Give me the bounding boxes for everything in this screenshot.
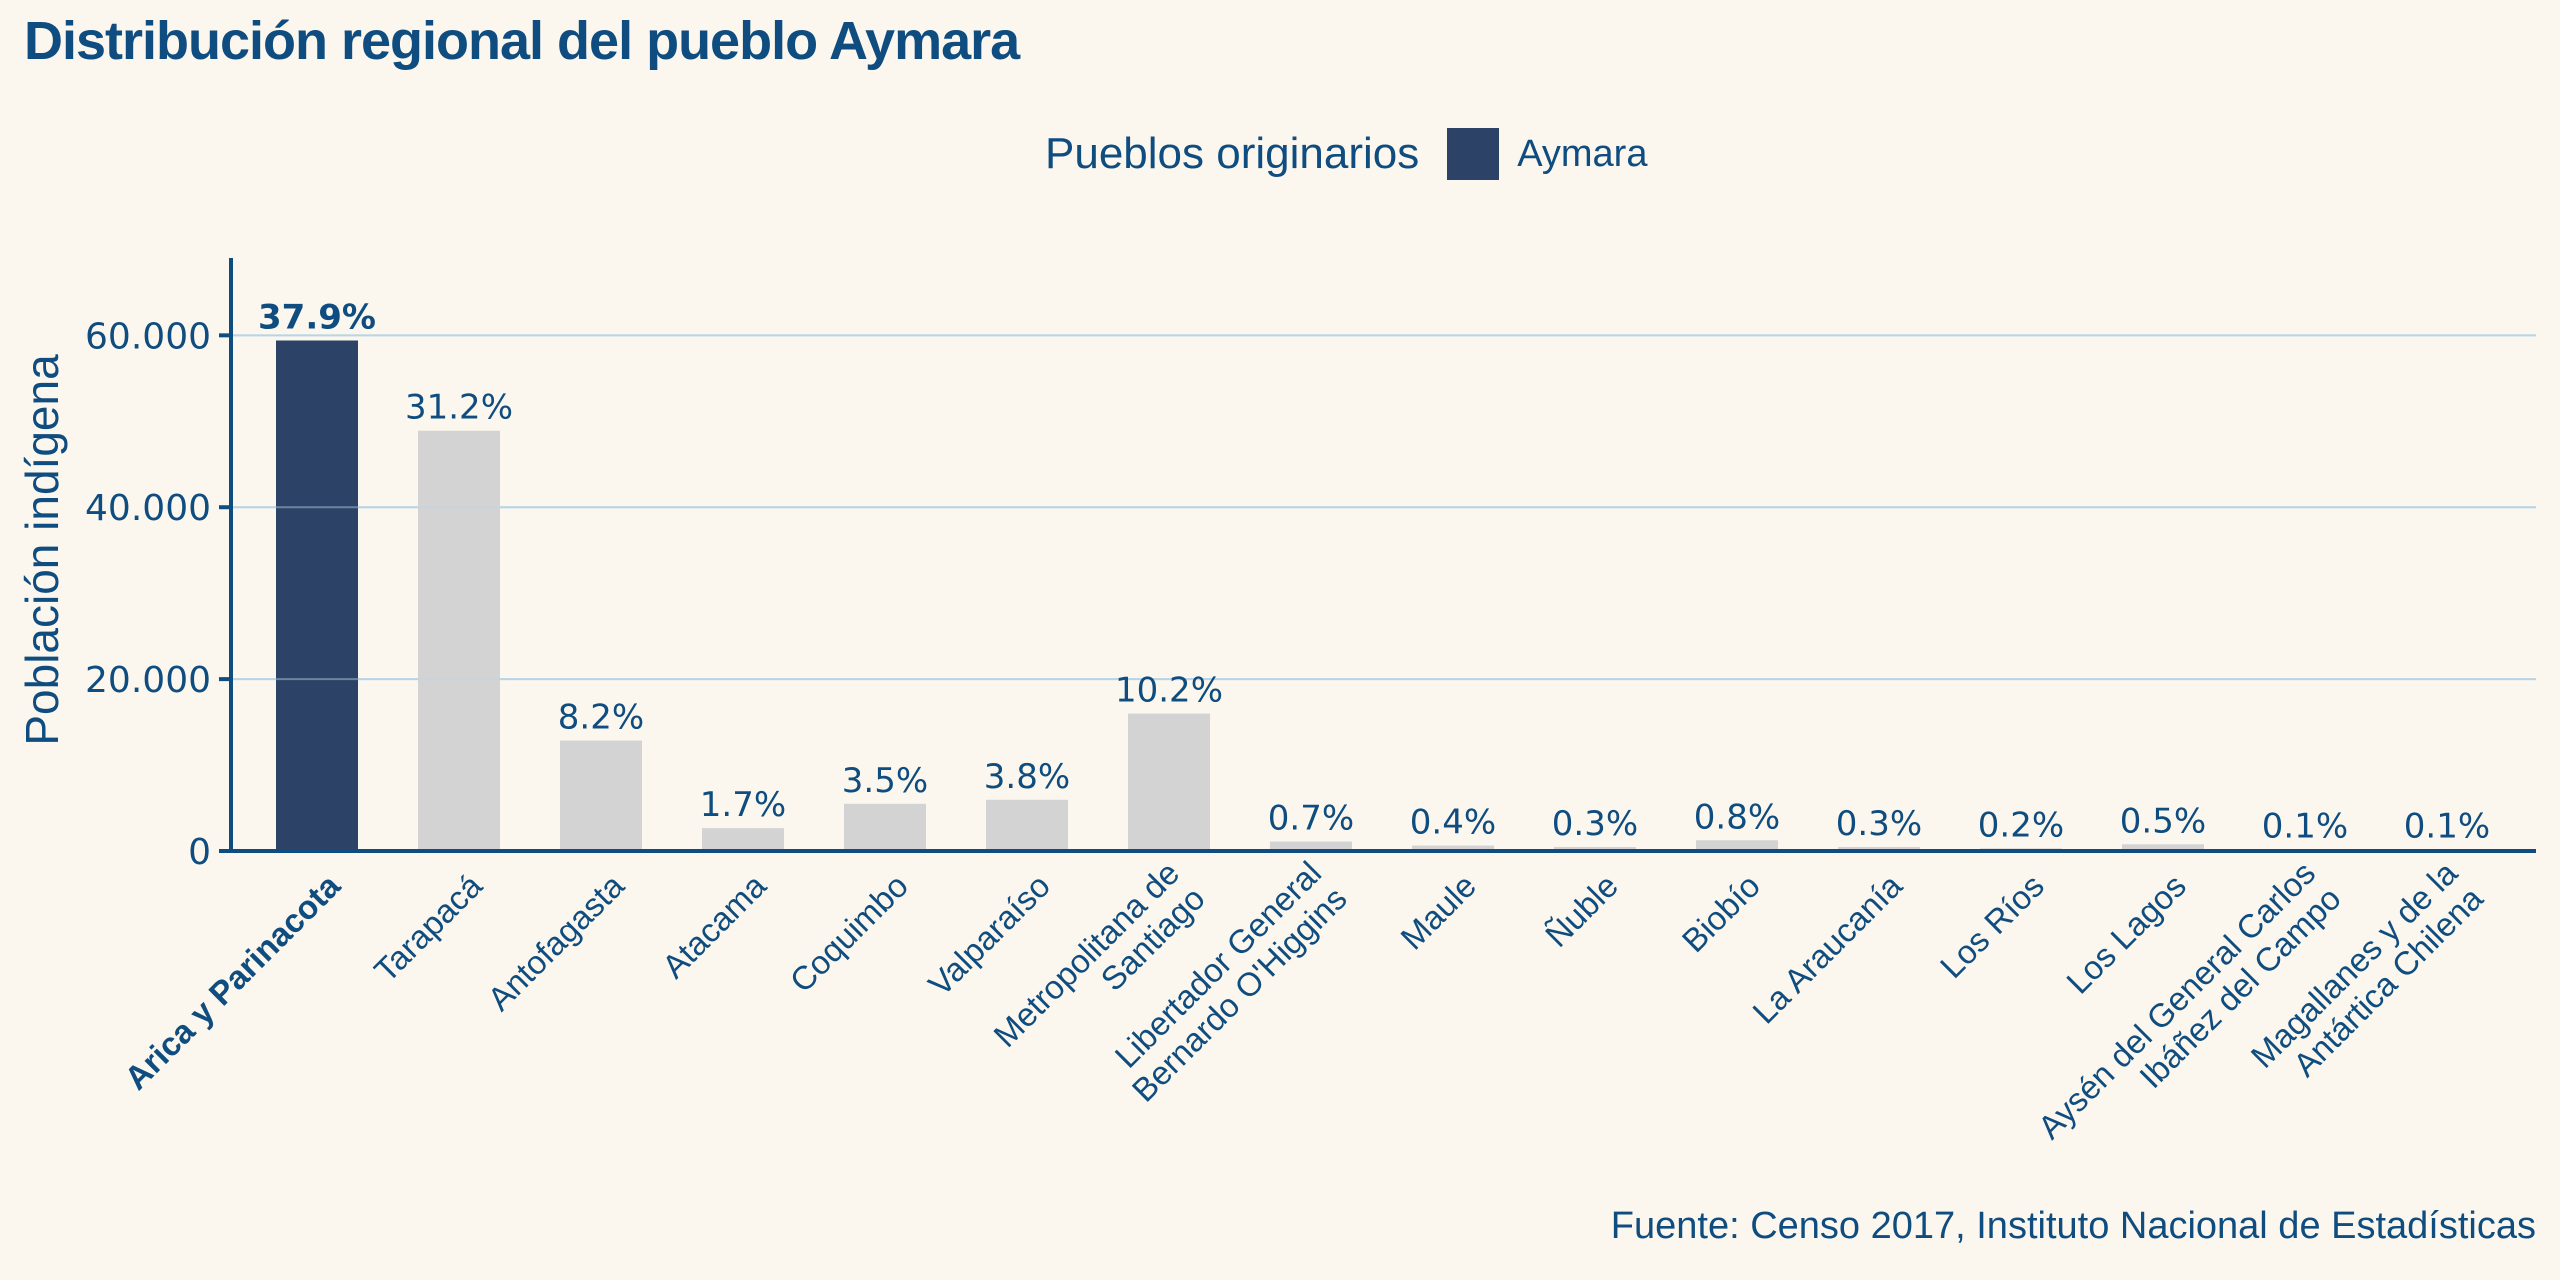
bar-data-label: 10.2% — [1115, 671, 1223, 711]
x-tick-label: Antofagasta — [480, 866, 631, 1017]
bar-los-lagos — [2122, 844, 2204, 851]
bar-data-label: 0.7% — [1268, 799, 1354, 839]
x-tick-label: Los Ríos — [1933, 867, 2051, 985]
axes — [229, 258, 2536, 853]
bar-antofagasta — [560, 740, 642, 851]
legend-title: Pueblos originarios — [1045, 129, 1420, 178]
x-tick-label: Ñuble — [1538, 867, 1625, 954]
bar-data-labels: 37.9% 31.2% 8.2% 1.7% 3.5% 3.8% 10.2% 0.7% 0.4% 0… — [258, 298, 2490, 847]
x-tick-label-line: Tarapacá — [367, 866, 490, 989]
bar-ñuble — [1554, 846, 1636, 851]
bar-data-label: 0.3% — [1836, 804, 1922, 844]
y-tick-label: 40.000 — [85, 488, 211, 529]
y-axis-title: Población indígena — [16, 354, 68, 746]
y-tick-label: 20.000 — [85, 660, 211, 701]
bar-valparaíso — [986, 799, 1068, 851]
bar-data-label: 31.2% — [405, 388, 513, 428]
bar-biobío — [1696, 840, 1778, 851]
bars — [276, 340, 2488, 851]
bar-coquimbo — [844, 803, 926, 851]
bar-maule — [1412, 845, 1494, 851]
x-tick-label: Biobío — [1675, 867, 1767, 959]
x-tick-label: Arica y Parinacota — [117, 866, 347, 1096]
gridlines-overlay — [231, 334, 2536, 681]
bar-arica-y-parinacota — [276, 340, 358, 851]
x-tick-label: La Araucanía — [1745, 866, 1909, 1030]
x-tick-label-line: Los Ríos — [1933, 867, 2051, 985]
x-tick-label-line: Atacama — [655, 866, 774, 985]
y-ticks: 0 20.000 40.000 60.000 — [85, 316, 231, 873]
x-tick-label: Maule — [1393, 867, 1483, 957]
gridlines — [231, 334, 2536, 681]
x-tick-label-line: La Araucanía — [1745, 866, 1909, 1030]
bar-la-araucanía — [1838, 846, 1920, 851]
y-tick-label: 0 — [188, 832, 211, 873]
bar-data-label: 0.5% — [2120, 801, 2206, 841]
x-tick-label-line: Arica y Parinacota — [117, 866, 347, 1096]
x-tick-label-line: Ñuble — [1538, 867, 1625, 954]
bar-data-label: 0.8% — [1694, 797, 1780, 837]
y-tick-label: 60.000 — [85, 316, 211, 357]
bar-metropolitana-de-santiago — [1128, 713, 1210, 851]
bar-data-label: 0.3% — [1552, 804, 1638, 844]
source-note: Fuente: Censo 2017, Instituto Nacional d… — [1610, 1205, 2536, 1247]
x-tick-label: Atacama — [655, 866, 774, 985]
bar-data-label: 3.8% — [984, 757, 1070, 797]
x-tick-label: Coquimbo — [782, 867, 915, 1000]
bar-data-label: 8.2% — [558, 698, 644, 738]
bar-data-label: 37.9% — [258, 298, 376, 338]
chart-title: Distribución regional del pueblo Aymara — [24, 11, 1020, 71]
x-tick-label-line: Antofagasta — [480, 866, 631, 1017]
legend-label-aymara: Aymara — [1517, 132, 1648, 175]
x-tick-label-line: Coquimbo — [782, 867, 915, 1000]
bar-tarapacá — [418, 430, 500, 851]
legend-swatch-aymara — [1447, 128, 1500, 180]
bar-libertador-general-bernardo-o-higgins — [1270, 841, 1352, 851]
bar-data-label: 0.2% — [1978, 805, 2064, 845]
bar-data-label: 1.7% — [700, 785, 786, 825]
x-tick-label: Tarapacá — [367, 866, 490, 989]
bar-data-label: 0.4% — [1410, 803, 1496, 843]
legend: Pueblos originarios Aymara — [1045, 128, 1647, 180]
bar-data-label: 0.1% — [2262, 807, 2348, 847]
bar-atacama — [702, 828, 784, 851]
bar-data-label: 3.5% — [842, 761, 928, 801]
bar-data-label: 0.1% — [2404, 807, 2490, 847]
x-tick-label-line: Biobío — [1675, 867, 1767, 959]
x-tick-label-line: Maule — [1393, 867, 1483, 957]
